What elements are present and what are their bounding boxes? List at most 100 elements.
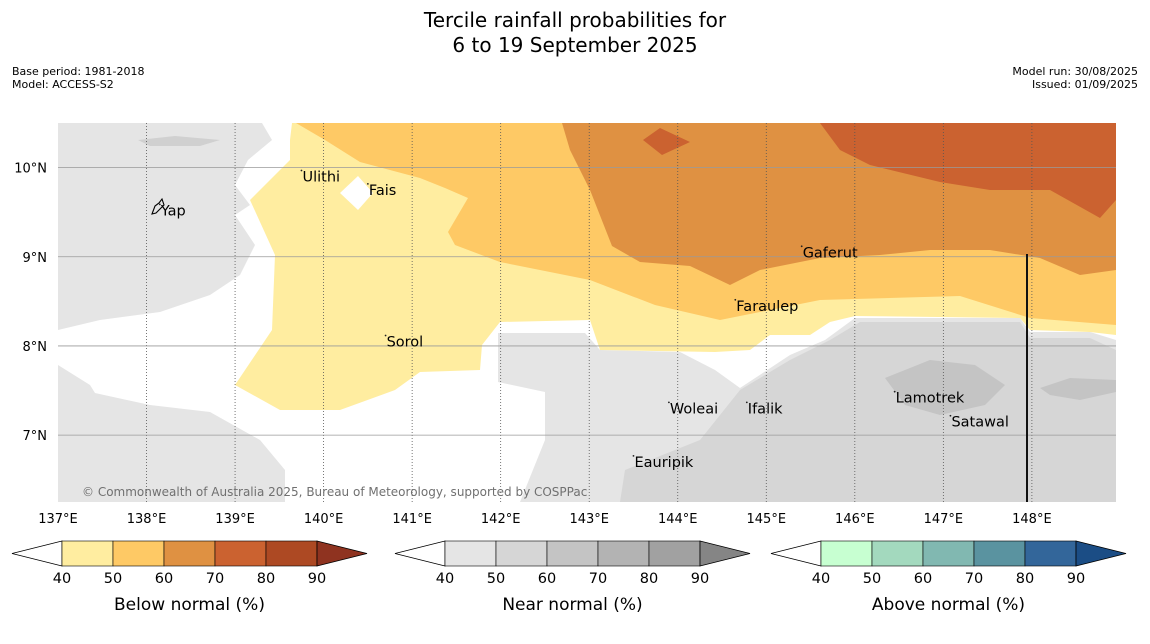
colorbar-over-arrow bbox=[699, 540, 751, 567]
x-tick-label: 147°E bbox=[924, 512, 964, 527]
below-normal-70-region bbox=[820, 123, 1116, 218]
colorbar-1: 40 50 60 70 80 90 Below normal (%) bbox=[11, 540, 368, 615]
near-normal-west-region bbox=[58, 123, 272, 330]
colorbar-label: Near normal (%) bbox=[502, 595, 642, 615]
colorbar-tick-label: 80 bbox=[257, 571, 275, 587]
colorbar-under-arrow bbox=[770, 540, 822, 567]
meta-left: Base period: 1981-2018 Model: ACCESS-S2 bbox=[12, 65, 144, 91]
colorbar-swatch bbox=[922, 540, 975, 567]
colorbar-tick-label: 90 bbox=[691, 571, 709, 587]
place-marker bbox=[734, 298, 737, 301]
colorbar-tick-label: 80 bbox=[1016, 571, 1034, 587]
model-run: Model run: 30/08/2025 bbox=[1012, 65, 1138, 78]
yap-coastline bbox=[151, 197, 165, 215]
colorbar-tick-label: 80 bbox=[640, 571, 658, 587]
place-marker bbox=[893, 390, 896, 393]
colorbar-tick-label: 50 bbox=[863, 571, 881, 587]
x-tick-label: 148°E bbox=[1012, 512, 1052, 527]
place-marker bbox=[384, 334, 387, 337]
chart-title-line1: Tercile rainfall probabilities for bbox=[423, 8, 727, 32]
colorbar-tick-label: 70 bbox=[589, 571, 607, 587]
meta-right: Model run: 30/08/2025 Issued: 01/09/2025 bbox=[1012, 65, 1138, 91]
place-labels: Yap Ulithi Fais Gaferut Faraulep Sorol Woleai I… bbox=[158, 169, 1009, 471]
place-label: Fais bbox=[369, 183, 396, 199]
colorbar-tick-label: 40 bbox=[436, 571, 454, 587]
colorbar-swatch bbox=[265, 540, 318, 567]
place-label: Sorol bbox=[387, 334, 424, 350]
fais-white-patch bbox=[340, 176, 373, 210]
x-axis-labels: 137°E 138°E 139°E 140°E 141°E 142°E 143°E 144°E… bbox=[38, 512, 1051, 527]
colorbar-tick-label: 70 bbox=[965, 571, 983, 587]
colorbar-swatch bbox=[1024, 540, 1077, 567]
x-tick-label: 138°E bbox=[127, 512, 167, 527]
place-marker bbox=[667, 401, 670, 404]
x-tick-label: 140°E bbox=[304, 512, 344, 527]
place-label: Woleai bbox=[670, 401, 718, 417]
colorbar-3: 40 50 60 70 80 90 Above normal (%) bbox=[770, 540, 1127, 615]
colorbar-swatch bbox=[61, 540, 114, 567]
copyright-text: © Commonwealth of Australia 2025, Bureau… bbox=[82, 485, 587, 499]
place-marker bbox=[158, 203, 161, 206]
colorbar-tick-label: 40 bbox=[53, 571, 71, 587]
issued-date: Issued: 01/09/2025 bbox=[1031, 78, 1138, 91]
gridlines bbox=[58, 123, 1116, 502]
colorbar-over-arrow bbox=[316, 540, 368, 567]
colorbar-label: Below normal (%) bbox=[114, 595, 265, 615]
colorbar-label: Above normal (%) bbox=[872, 595, 1025, 615]
colorbar-swatch bbox=[495, 540, 548, 567]
colorbar-tick-label: 60 bbox=[538, 571, 556, 587]
place-marker bbox=[366, 182, 369, 185]
colorbars: 40 50 60 70 80 90 Below normal (%) 40 50 60 70 80 90… bbox=[11, 540, 1127, 615]
colorbar-tick-label: 60 bbox=[914, 571, 932, 587]
x-tick-label: 143°E bbox=[569, 512, 609, 527]
colorbar-tick-label: 40 bbox=[812, 571, 830, 587]
colorbar-swatch bbox=[163, 540, 216, 567]
colorbar-tick-label: 50 bbox=[104, 571, 122, 587]
y-tick-label: 8°N bbox=[23, 340, 48, 355]
colorbar-under-arrow bbox=[11, 540, 63, 567]
colorbar-swatch bbox=[214, 540, 267, 567]
x-tick-label: 139°E bbox=[215, 512, 255, 527]
y-axis-labels: 10°N 9°N 8°N 7°N bbox=[14, 162, 47, 445]
base-period: Base period: 1981-2018 bbox=[12, 65, 145, 78]
y-tick-label: 10°N bbox=[14, 162, 47, 177]
model-name: Model: ACCESS-S2 bbox=[12, 78, 114, 91]
colorbar-tick-label: 60 bbox=[155, 571, 173, 587]
colorbar-swatch bbox=[546, 540, 599, 567]
place-label: Lamotrek bbox=[896, 391, 965, 407]
colorbar-swatch bbox=[444, 540, 497, 567]
place-marker bbox=[800, 245, 803, 248]
colorbar-swatch bbox=[112, 540, 165, 567]
colorbar-over-arrow bbox=[1075, 540, 1127, 567]
x-tick-label: 144°E bbox=[658, 512, 698, 527]
colorbar-tick-label: 90 bbox=[308, 571, 326, 587]
x-tick-label: 142°E bbox=[481, 512, 521, 527]
colorbar-swatch bbox=[597, 540, 650, 567]
x-tick-label: 141°E bbox=[392, 512, 432, 527]
colorbar-swatch bbox=[973, 540, 1026, 567]
colorbar-swatch bbox=[871, 540, 924, 567]
place-label: Eauripik bbox=[634, 455, 693, 471]
map-area bbox=[58, 123, 1116, 502]
colorbar-tick-label: 50 bbox=[487, 571, 505, 587]
place-marker bbox=[745, 401, 748, 404]
colorbar-under-arrow bbox=[394, 540, 446, 567]
below-normal-70-patch bbox=[643, 128, 690, 155]
near-normal-50-patch-east bbox=[1040, 378, 1116, 400]
near-normal-southeast-region bbox=[620, 322, 1116, 502]
colorbar-swatch bbox=[648, 540, 701, 567]
x-tick-label: 146°E bbox=[835, 512, 875, 527]
place-label: Satawal bbox=[951, 415, 1008, 431]
near-normal-north-patch bbox=[138, 136, 220, 146]
colorbar-swatch bbox=[820, 540, 873, 567]
x-tick-label: 145°E bbox=[747, 512, 787, 527]
chart-title-line2: 6 to 19 September 2025 bbox=[452, 33, 698, 57]
colorbar-tick-label: 90 bbox=[1067, 571, 1085, 587]
near-normal-50-patch bbox=[885, 360, 1005, 415]
place-label: Gaferut bbox=[803, 245, 858, 261]
place-label: Ulithi bbox=[302, 170, 340, 186]
x-tick-label: 137°E bbox=[38, 512, 78, 527]
place-marker bbox=[300, 169, 303, 172]
y-tick-label: 7°N bbox=[23, 429, 48, 444]
